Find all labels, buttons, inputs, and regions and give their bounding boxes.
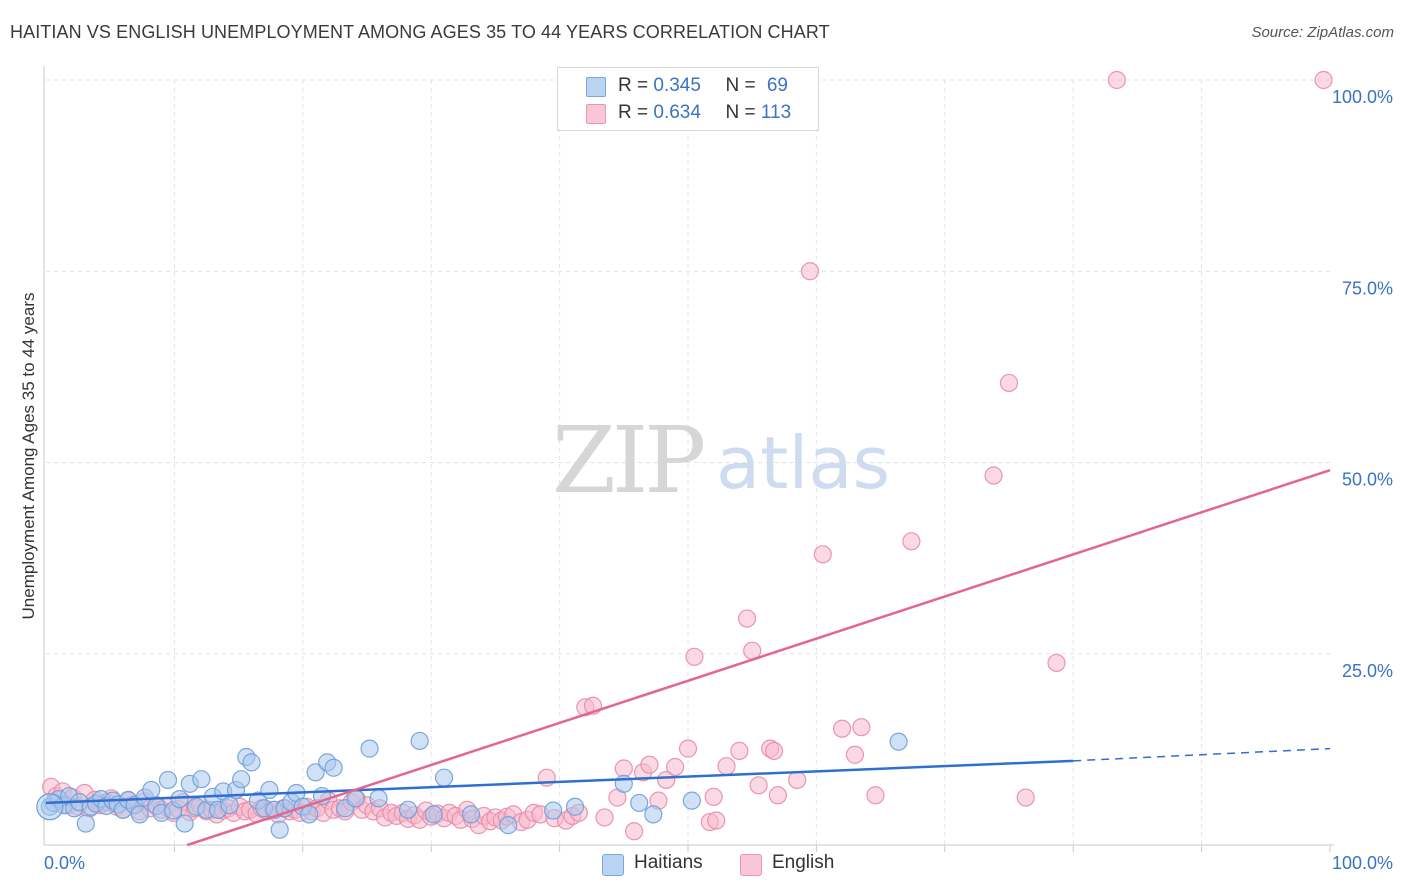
source-note: Source: ZipAtlas.com bbox=[1251, 24, 1394, 41]
data-point bbox=[813, 545, 832, 564]
data-point bbox=[999, 373, 1019, 393]
data-point bbox=[657, 770, 676, 790]
data-point bbox=[737, 609, 757, 628]
data-point bbox=[595, 808, 614, 827]
data-point bbox=[707, 811, 726, 830]
tick-labels: 25.0% 50.0% 75.0% 100.0% 0.0% 100.0% bbox=[44, 87, 1393, 873]
data-point bbox=[644, 805, 663, 824]
data-point bbox=[704, 787, 723, 806]
data-point bbox=[499, 816, 518, 835]
data-point bbox=[461, 805, 481, 824]
data-point bbox=[1016, 788, 1035, 807]
data-point bbox=[624, 822, 644, 841]
bottom-legend-swatch-blue bbox=[602, 854, 624, 876]
data-point bbox=[788, 770, 807, 790]
data-point bbox=[902, 532, 921, 551]
watermark-atlas: atlas bbox=[716, 421, 890, 505]
data-point bbox=[260, 780, 279, 800]
legend-n-value: 69 bbox=[766, 75, 788, 96]
data-point bbox=[866, 786, 885, 805]
data-point bbox=[306, 763, 325, 782]
trend-line-haitians-extension bbox=[1073, 747, 1331, 762]
data-point bbox=[832, 719, 852, 738]
data-point bbox=[800, 262, 820, 281]
data-point bbox=[324, 758, 343, 777]
data-point bbox=[640, 755, 659, 774]
data-point bbox=[889, 732, 908, 751]
legend-n-label: N = bbox=[725, 75, 761, 96]
bottom-legend-label: Haitians bbox=[634, 852, 703, 873]
y-tick-label: 50.0% bbox=[1342, 470, 1393, 490]
legend-swatch-pink bbox=[586, 104, 606, 124]
data-point bbox=[630, 793, 649, 813]
data-point bbox=[36, 793, 64, 821]
trend-line-haitians bbox=[45, 759, 1074, 805]
x-tick-label: 100.0% bbox=[1332, 853, 1393, 873]
data-point bbox=[158, 770, 178, 790]
data-point bbox=[845, 745, 865, 764]
data-point bbox=[544, 801, 563, 820]
data-point bbox=[175, 814, 194, 833]
chart-title: HAITIAN VS ENGLISH UNEMPLOYMENT AMONG AG… bbox=[10, 22, 830, 42]
data-point bbox=[360, 739, 379, 758]
data-point bbox=[242, 753, 261, 772]
watermark-zip: ZIP bbox=[552, 407, 703, 514]
data-point bbox=[130, 805, 149, 824]
data-point bbox=[1047, 653, 1066, 673]
legend-r-label: R = bbox=[618, 102, 654, 123]
data-point bbox=[682, 791, 701, 810]
data-point bbox=[764, 741, 784, 761]
data-point bbox=[270, 820, 289, 839]
legend-text-haitians: R = 0.345 N = 69 bbox=[618, 75, 788, 97]
data-point bbox=[192, 770, 211, 789]
watermark: ZIP atlas bbox=[552, 407, 890, 514]
y-tick-label: 75.0% bbox=[1342, 278, 1393, 298]
data-point bbox=[369, 789, 388, 808]
data-point bbox=[424, 805, 443, 824]
legend-r-label: R = bbox=[618, 75, 654, 96]
data-point bbox=[685, 647, 704, 666]
data-point bbox=[300, 805, 319, 824]
trend-lines bbox=[45, 468, 1331, 847]
legend-swatch-blue bbox=[586, 77, 606, 97]
axes bbox=[43, 66, 1334, 852]
data-point bbox=[398, 800, 418, 819]
data-point bbox=[220, 796, 239, 815]
y-tick-label: 100.0% bbox=[1332, 87, 1393, 107]
data-point bbox=[678, 739, 698, 758]
data-point bbox=[749, 776, 768, 795]
legend-r-value: 0.634 bbox=[653, 102, 701, 123]
legend-n-label: N = bbox=[725, 102, 761, 123]
data-point bbox=[76, 814, 95, 833]
x-tick-label: 0.0% bbox=[44, 853, 85, 873]
trend-line-english bbox=[186, 468, 1331, 847]
data-point bbox=[410, 731, 429, 751]
correlation-legend: R = 0.345 N = 69 R = 0.634 N = 113 bbox=[557, 67, 819, 131]
data-point bbox=[984, 466, 1003, 485]
data-point bbox=[1314, 70, 1333, 90]
legend-r-value: 0.345 bbox=[653, 75, 701, 96]
legend-n-value: 113 bbox=[760, 102, 792, 123]
y-axis-label: Unemployment Among Ages 35 to 44 years bbox=[19, 293, 38, 620]
data-point bbox=[565, 797, 585, 816]
data-point bbox=[717, 757, 736, 776]
data-point bbox=[170, 789, 189, 809]
data-point bbox=[666, 757, 685, 777]
bottom-legend-swatch-pink bbox=[740, 854, 762, 876]
data-point bbox=[614, 759, 633, 778]
data-point bbox=[730, 741, 749, 761]
data-point bbox=[768, 786, 787, 805]
data-point bbox=[232, 770, 251, 789]
y-tick-label: 25.0% bbox=[1342, 661, 1393, 681]
data-point bbox=[434, 768, 454, 787]
bottom-legend-label: English bbox=[772, 852, 835, 873]
data-point bbox=[1107, 70, 1126, 90]
legend-text-english: R = 0.634 N = 113 bbox=[618, 102, 791, 124]
data-point bbox=[852, 718, 871, 737]
data-point bbox=[142, 780, 161, 800]
